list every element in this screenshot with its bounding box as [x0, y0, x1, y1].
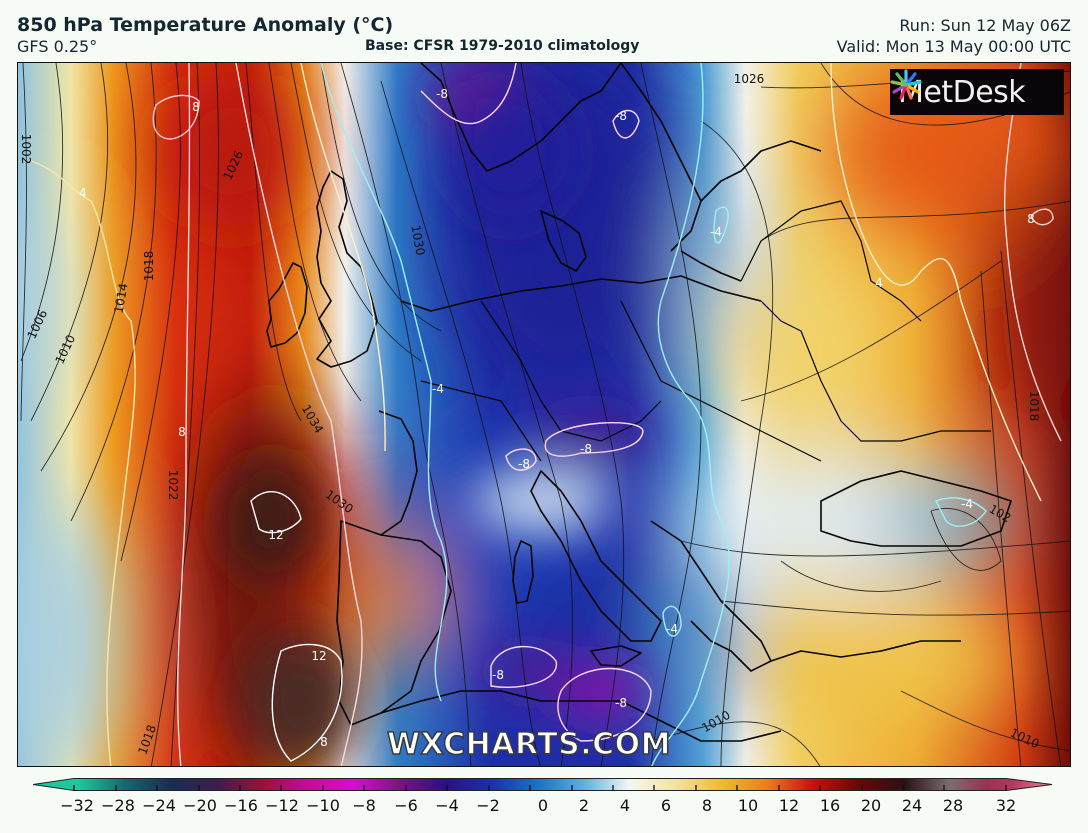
wxcharts-watermark: WXCHARTS.COM: [386, 726, 672, 763]
model-label: GFS 0.25°: [17, 37, 98, 56]
colorbar-tick: −20: [183, 796, 217, 815]
contour-label: 8: [320, 735, 328, 749]
isobar-label: 1018: [142, 251, 156, 282]
valid-time-label: Valid: Mon 13 May 00:00 UTC: [836, 37, 1071, 56]
colorbar-tick: −28: [101, 796, 135, 815]
contour-label: 8: [1027, 212, 1035, 226]
contour-label: -8: [615, 109, 627, 123]
contour-label: 8: [192, 100, 200, 114]
chart-title: 850 hPa Temperature Anomaly (°C): [17, 14, 394, 36]
contour-label: -8: [580, 442, 592, 456]
climatology-base-label: Base: CFSR 1979-2010 climatology: [365, 38, 640, 54]
colorbar-tick-labels: −32 −28 −24 −20 −16 −12 −10 −8 −6 −4 −2 …: [0, 796, 1088, 820]
isobar-label: 1030: [408, 224, 427, 257]
colorbar-tick: 20: [860, 796, 882, 815]
colorbar-tick: 32: [995, 796, 1017, 815]
contour-label: 4: [875, 276, 883, 290]
colorbar-tick: 2: [578, 796, 590, 815]
colorbar-tick: 8: [701, 796, 713, 815]
sunburst-logo-icon: [890, 69, 922, 100]
anomaly-map[interactable]: 8 4 8 12 12 8 -8 -8 -4 -4 -8 -8 -4 -8 -8…: [17, 62, 1071, 767]
contour-label: 4: [79, 186, 87, 200]
isobar-label: 1026: [734, 72, 765, 86]
run-time-label: Run: Sun 12 May 06Z: [899, 16, 1071, 35]
anomaly-contours: [30, 63, 1062, 766]
isobar-label: 1018: [1027, 391, 1041, 422]
contour-label: -8: [436, 87, 448, 101]
contour-label: -4: [432, 382, 444, 396]
anomaly-contour-labels: 8 4 8 12 12 8 -8 -8 -4 -4 -8 -8 -4 -8 -8…: [79, 87, 1035, 749]
contour-label: -8: [615, 696, 627, 710]
colorbar: [33, 778, 1053, 791]
colorbar-tick: 16: [819, 796, 841, 815]
colorbar-tick: 24: [901, 796, 923, 815]
colorbar-tick: 12: [778, 796, 800, 815]
colorbar-tick: 4: [619, 796, 631, 815]
contour-label: -4: [961, 497, 973, 511]
metdesk-logo: MetDesk: [890, 69, 1064, 115]
isobar-label: 1014: [112, 282, 131, 315]
contour-label: -4: [710, 225, 722, 239]
contour-label: -8: [492, 668, 504, 682]
isobar-label: 1022: [166, 470, 180, 501]
colorbar-tick: −16: [224, 796, 258, 815]
colorbar-tick: −4: [435, 796, 459, 815]
colorbar-tick: 6: [660, 796, 672, 815]
isobar-lines: [20, 63, 1070, 766]
coastline-lines: [266, 63, 1012, 742]
colorbar-tick: −8: [352, 796, 376, 815]
isobar-label: 1002: [19, 134, 33, 165]
map-canvas: 8 4 8 12 12 8 -8 -8 -4 -4 -8 -8 -4 -8 -8…: [18, 63, 1070, 766]
contour-label: -8: [518, 457, 530, 471]
colorbar-tick: −10: [306, 796, 340, 815]
colorbar-tick: −24: [142, 796, 176, 815]
colorbar-tick: −2: [476, 796, 500, 815]
contour-label: -4: [666, 622, 678, 636]
colorbar-tick: 10: [737, 796, 759, 815]
colorbar-tick: 0: [537, 796, 549, 815]
contour-label: 12: [311, 649, 326, 663]
contour-label: 12: [268, 528, 283, 542]
colorbar-tick: −6: [394, 796, 418, 815]
colorbar-tick: −32: [60, 796, 94, 815]
colorbar-tick: 28: [942, 796, 964, 815]
colorbar-tick: −12: [265, 796, 299, 815]
contour-label: 8: [178, 425, 186, 439]
